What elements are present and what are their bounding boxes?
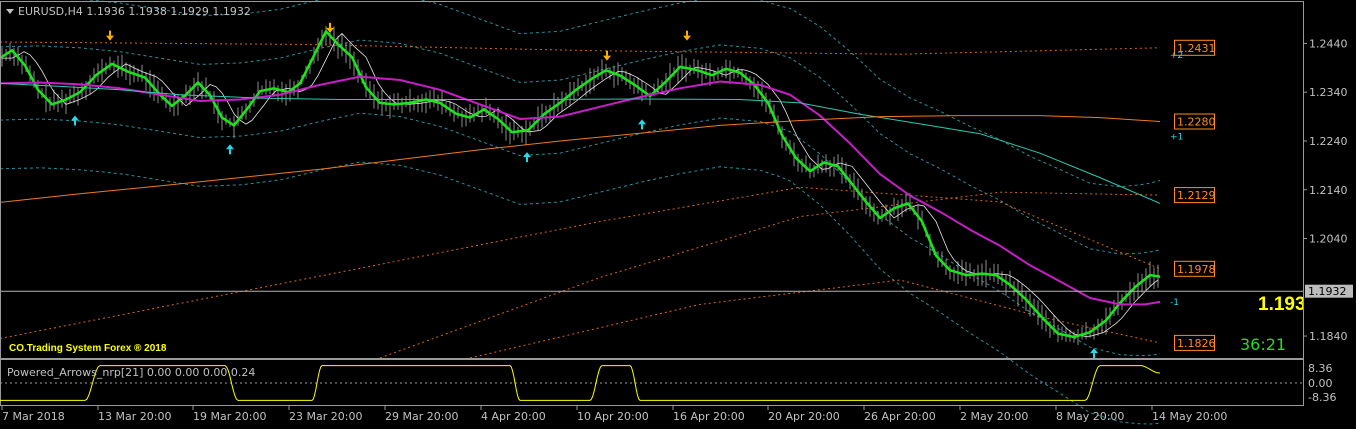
- chart-title: EURUSD,H4 1.1936 1.1938 1.1929 1.1932: [18, 5, 251, 18]
- level-box: 1.2431: [1174, 39, 1216, 56]
- arrow-down-head: [326, 27, 334, 33]
- envelope-band: [0, 112, 1161, 357]
- indicator-scale-bottom: -8.36: [1308, 391, 1336, 404]
- level-labels: 1.2431 1.2280 1.2129 1.1978 1.1826 +2 +1 -1: [1170, 39, 1216, 351]
- level-box-label: 1.1826: [1177, 337, 1216, 350]
- long-ma-orange-line: [0, 115, 1161, 203]
- envelope-band: [84, 0, 1161, 188]
- level-box-frame: [1174, 260, 1215, 277]
- x-tick-label: 13 Mar 20:00: [98, 410, 171, 423]
- time-axis[interactable]: 7 Mar 2018 13 Mar 20:00 19 Mar 20:00 23 Mar…: [1, 406, 1227, 423]
- arrow-up-head: [523, 152, 531, 158]
- y-tick-label: 1.2240: [1309, 135, 1348, 148]
- arrow-up-icon: [1090, 348, 1098, 359]
- arrow-down-head: [683, 35, 691, 41]
- level-box-label: 1.1978: [1177, 263, 1216, 276]
- big-price-clip: 1.193: [1258, 294, 1306, 315]
- arrow-up-icon: [523, 152, 531, 163]
- indicator-label: Powered_Arrows_nrp[21] 0.00 0.00 0.00 0.…: [7, 366, 255, 379]
- arrow-up-icon: [71, 115, 79, 126]
- x-tick-label: 19 Mar 20:00: [193, 410, 266, 423]
- slow-ma-line: [0, 75, 1161, 306]
- envelope-band: [0, 39, 1161, 255]
- y-tick-label: 1.2140: [1309, 184, 1348, 197]
- fan-line: [379, 191, 1161, 359]
- x-tick-label: 29 Mar 20:00: [385, 410, 458, 423]
- triangle-down-icon[interactable]: [6, 9, 14, 14]
- arrow-up-head: [71, 115, 79, 121]
- arrow-down-icon: [326, 22, 334, 33]
- fan-line: [0, 41, 1161, 55]
- level-box-label: 1.2280: [1177, 116, 1216, 129]
- level-box: 1.1978: [1174, 260, 1216, 277]
- arrow-up-head: [226, 144, 234, 150]
- envelope-band: [0, 161, 1161, 425]
- moving-averages: [0, 30, 1161, 339]
- x-tick-label: 14 May 20:00: [1152, 410, 1227, 423]
- arrow-up-head: [1090, 348, 1098, 354]
- level-box: 1.2280: [1174, 113, 1216, 130]
- indicator-scale-mid: 0.00: [1308, 377, 1333, 390]
- y-tick-label: 1.2040: [1309, 233, 1348, 246]
- fan-line: [469, 279, 1161, 359]
- big-price: 1.193: [1258, 294, 1306, 315]
- x-tick-label: 8 May 20:00: [1056, 410, 1124, 423]
- level-box-frame: [1174, 39, 1215, 56]
- arrow-up-icon: [638, 119, 646, 130]
- level-box: 1.1826: [1174, 334, 1216, 351]
- level-box-frame: [1174, 113, 1215, 130]
- level-box: 1.2129: [1174, 187, 1216, 204]
- current-price-tag-label: 1.1932: [1308, 285, 1347, 298]
- oscillator-line: [0, 365, 1161, 401]
- indicator-scale-top: 8.36: [1308, 362, 1333, 375]
- x-tick-label: 10 Apr 20:00: [577, 410, 649, 423]
- level-box-frame: [1174, 334, 1215, 351]
- x-tick-label: 23 Mar 20:00: [289, 410, 362, 423]
- x-tick-label: 16 Apr 20:00: [673, 410, 745, 423]
- arrow-down-head: [603, 55, 611, 61]
- signal-label: +1: [1170, 133, 1183, 143]
- y-tick-label: 1.2440: [1309, 38, 1348, 51]
- arrow-up-head: [638, 119, 646, 125]
- arrow-down-icon: [106, 30, 114, 41]
- x-tick-label: 26 Apr 20:00: [864, 410, 936, 423]
- current-price-tag: 1.1932: [1305, 284, 1353, 298]
- fast-ma-line: [0, 30, 1161, 339]
- arrow-down-icon: [603, 50, 611, 61]
- level-box-label: 1.2129: [1177, 189, 1216, 202]
- x-tick-label: 4 Apr 20:00: [481, 410, 546, 423]
- signal-arrows: [71, 22, 1098, 359]
- arrow-down-head: [106, 35, 114, 41]
- level-box-label: 1.2431: [1177, 42, 1216, 55]
- long-ma-teal-line: [0, 82, 1161, 204]
- x-tick-label: 7 Mar 2018: [2, 410, 65, 423]
- level-box-frame: [1174, 187, 1215, 204]
- main-frame: [0, 1, 1304, 359]
- arrow-down-icon: [683, 30, 691, 41]
- branding-label: CO.Trading System Forex ® 2018: [9, 343, 167, 354]
- y-tick-label: 1.1840: [1309, 330, 1348, 343]
- x-tick-label: 2 May 20:00: [960, 410, 1028, 423]
- signal-label: +2: [1170, 51, 1183, 61]
- price-axis[interactable]: 1.2440 1.2340 1.2240 1.2140 1.2040 1.1840: [1303, 38, 1348, 344]
- arrow-up-icon: [226, 144, 234, 155]
- envelope-bands: [0, 0, 1161, 425]
- countdown-timer: 36:21: [1240, 335, 1286, 354]
- signal-label: -1: [1170, 298, 1179, 308]
- x-tick-label: 20 Apr 20:00: [768, 410, 840, 423]
- y-tick-label: 1.2340: [1309, 86, 1348, 99]
